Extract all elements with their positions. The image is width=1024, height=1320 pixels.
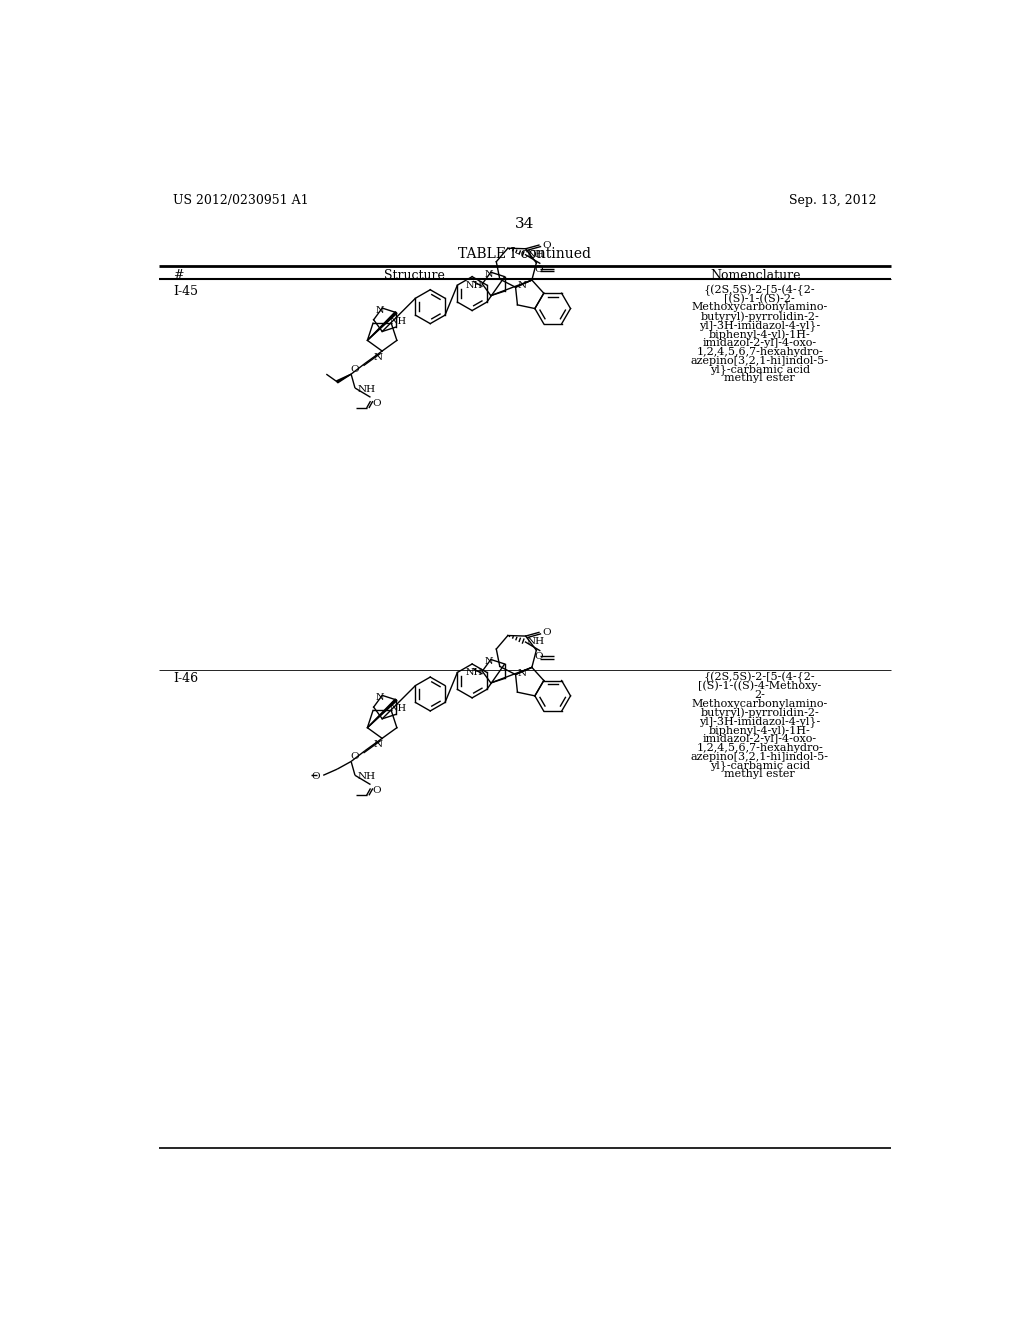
Text: methyl ester: methyl ester (724, 770, 795, 779)
Text: NH: NH (357, 385, 376, 395)
Text: N: N (376, 693, 384, 702)
Text: TABLE I-continued: TABLE I-continued (459, 247, 591, 261)
Text: NH: NH (390, 704, 407, 713)
Text: O: O (542, 242, 551, 251)
Text: azepino[3,2,1-hi]indol-5-: azepino[3,2,1-hi]indol-5- (690, 751, 828, 762)
Text: N: N (374, 741, 383, 748)
Text: yl}-carbamic acid: yl}-carbamic acid (710, 760, 810, 771)
Text: O: O (535, 652, 543, 661)
Text: N: N (518, 668, 527, 677)
Text: {(2S,5S)-2-[5-(4-{2-: {(2S,5S)-2-[5-(4-{2- (703, 672, 815, 684)
Text: biphenyl-4-yl)-1H-: biphenyl-4-yl)-1H- (709, 725, 811, 735)
Polygon shape (368, 312, 397, 341)
Text: O: O (535, 265, 543, 275)
Text: imidazol-2-yl]-4-oxo-: imidazol-2-yl]-4-oxo- (702, 734, 817, 744)
Text: N: N (374, 352, 383, 362)
Text: Sep. 13, 2012: Sep. 13, 2012 (790, 194, 877, 207)
Text: I-45: I-45 (173, 285, 198, 298)
Text: Nomenclature: Nomenclature (711, 268, 801, 281)
Text: O: O (311, 772, 321, 781)
Text: 1,2,4,5,6,7-hexahydro-: 1,2,4,5,6,7-hexahydro- (696, 743, 823, 752)
Text: 1,2,4,5,6,7-hexahydro-: 1,2,4,5,6,7-hexahydro- (696, 347, 823, 356)
Text: O: O (350, 752, 358, 762)
Text: N: N (518, 281, 527, 290)
Text: [(S)-1-((S)-2-: [(S)-1-((S)-2- (724, 293, 795, 304)
Text: N: N (484, 271, 493, 279)
Text: N: N (376, 306, 384, 315)
Text: NH: NH (526, 249, 545, 259)
Text: N: N (484, 657, 493, 667)
Text: Methoxycarbonylamino-: Methoxycarbonylamino- (691, 698, 827, 709)
Text: yl}-carbamic acid: yl}-carbamic acid (710, 364, 810, 375)
Text: #: # (173, 268, 183, 281)
Text: yl]-3H-imidazol-4-yl}-: yl]-3H-imidazol-4-yl}- (699, 717, 820, 727)
Text: US 2012/0230951 A1: US 2012/0230951 A1 (173, 194, 308, 207)
Text: NH: NH (526, 638, 545, 647)
Polygon shape (337, 374, 351, 383)
Text: Methoxycarbonylamino-: Methoxycarbonylamino- (691, 302, 827, 313)
Text: NH: NH (357, 772, 376, 781)
Text: O: O (372, 399, 381, 408)
Text: butyryl)-pyrrolidin-2-: butyryl)-pyrrolidin-2- (700, 708, 819, 718)
Text: biphenyl-4-yl)-1H-: biphenyl-4-yl)-1H- (709, 329, 811, 339)
Text: yl]-3H-imidazol-4-yl}-: yl]-3H-imidazol-4-yl}- (699, 321, 820, 331)
Text: Structure: Structure (384, 268, 445, 281)
Text: NH: NH (390, 317, 407, 326)
Text: {(2S,5S)-2-[5-(4-{2-: {(2S,5S)-2-[5-(4-{2- (703, 285, 815, 296)
Text: 34: 34 (515, 216, 535, 231)
Text: [(S)-1-((S)-4-Methoxy-: [(S)-1-((S)-4-Methoxy- (698, 681, 821, 692)
Polygon shape (368, 700, 397, 727)
Text: azepino[3,2,1-hi]indol-5-: azepino[3,2,1-hi]indol-5- (690, 355, 828, 366)
Text: O: O (350, 366, 358, 374)
Text: O: O (542, 628, 551, 638)
Text: imidazol-2-yl]-4-oxo-: imidazol-2-yl]-4-oxo- (702, 338, 817, 347)
Text: butyryl)-pyrrolidin-2-: butyryl)-pyrrolidin-2- (700, 312, 819, 322)
Text: NH: NH (466, 281, 483, 290)
Text: NH: NH (466, 668, 483, 677)
Text: 2-: 2- (755, 689, 765, 700)
Text: O: O (372, 787, 381, 795)
Text: I-46: I-46 (173, 672, 198, 685)
Text: methyl ester: methyl ester (724, 374, 795, 383)
